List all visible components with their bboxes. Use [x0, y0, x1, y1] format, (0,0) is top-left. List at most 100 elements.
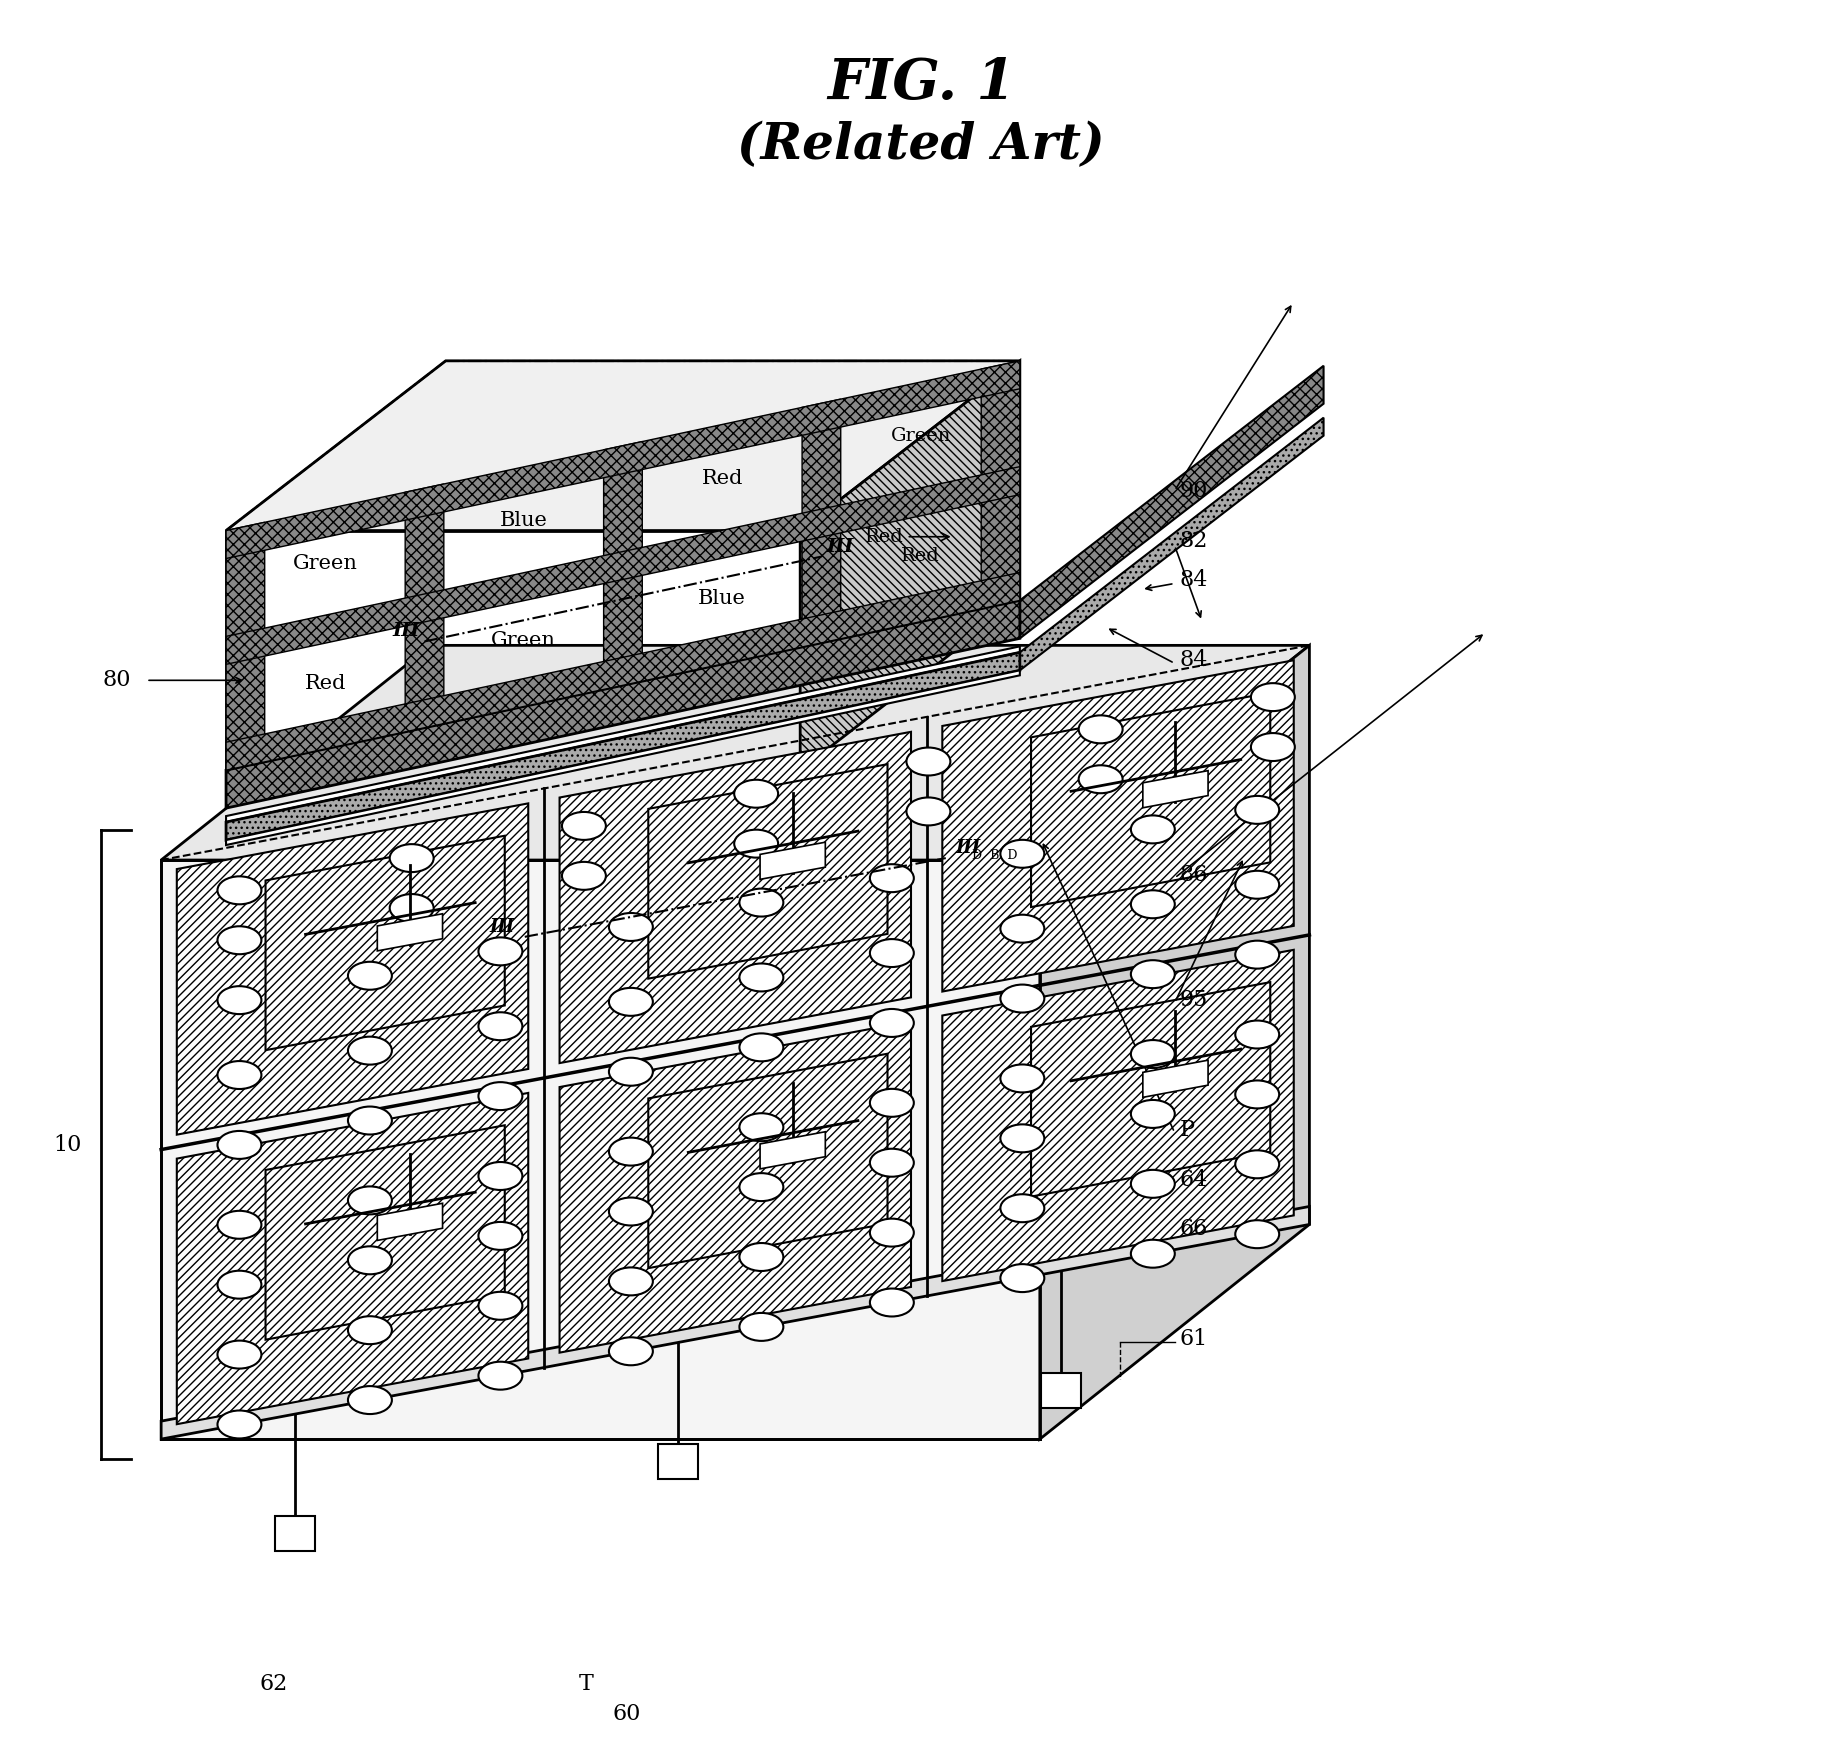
- Polygon shape: [265, 1125, 505, 1340]
- Text: 60: 60: [612, 1703, 641, 1726]
- Polygon shape: [1039, 646, 1309, 1438]
- Ellipse shape: [608, 1197, 652, 1225]
- Ellipse shape: [217, 1060, 262, 1088]
- Text: Red: Red: [901, 546, 940, 565]
- Ellipse shape: [870, 1010, 914, 1038]
- Ellipse shape: [608, 987, 652, 1015]
- Ellipse shape: [479, 938, 522, 966]
- Ellipse shape: [562, 812, 606, 840]
- Polygon shape: [1143, 1060, 1207, 1097]
- Ellipse shape: [739, 1113, 783, 1141]
- Text: III: III: [393, 623, 420, 640]
- Ellipse shape: [1235, 796, 1279, 824]
- Text: Green: Green: [293, 553, 358, 572]
- Text: III: III: [826, 537, 853, 555]
- Polygon shape: [649, 1054, 888, 1269]
- Polygon shape: [227, 670, 1019, 845]
- Ellipse shape: [608, 1138, 652, 1166]
- Ellipse shape: [1132, 1101, 1174, 1129]
- Polygon shape: [1143, 770, 1207, 808]
- Ellipse shape: [217, 1340, 262, 1368]
- Polygon shape: [227, 646, 1019, 822]
- Ellipse shape: [348, 963, 393, 990]
- Polygon shape: [160, 859, 1039, 1438]
- Ellipse shape: [739, 1172, 783, 1200]
- Text: (Related Art): (Related Art): [737, 121, 1104, 170]
- Ellipse shape: [1251, 682, 1296, 710]
- Polygon shape: [1019, 366, 1323, 639]
- Ellipse shape: [1078, 765, 1122, 793]
- Text: III: III: [957, 840, 980, 858]
- Ellipse shape: [1251, 733, 1296, 761]
- Ellipse shape: [739, 1312, 783, 1340]
- Polygon shape: [560, 732, 910, 1062]
- Polygon shape: [1030, 982, 1270, 1197]
- Ellipse shape: [1078, 716, 1122, 744]
- Polygon shape: [1019, 418, 1323, 670]
- Ellipse shape: [870, 940, 914, 968]
- Polygon shape: [759, 842, 826, 878]
- Polygon shape: [378, 1204, 442, 1241]
- Text: 66: 66: [1180, 1218, 1207, 1241]
- Ellipse shape: [217, 1270, 262, 1298]
- Polygon shape: [802, 399, 840, 648]
- Polygon shape: [1041, 1372, 1080, 1407]
- Text: III: III: [490, 917, 514, 936]
- Ellipse shape: [217, 926, 262, 954]
- Text: P: P: [1180, 1118, 1194, 1141]
- Polygon shape: [227, 600, 1019, 808]
- Ellipse shape: [348, 1036, 393, 1064]
- Polygon shape: [942, 950, 1294, 1281]
- Ellipse shape: [870, 864, 914, 892]
- Ellipse shape: [1001, 1064, 1045, 1092]
- Ellipse shape: [348, 1246, 393, 1274]
- Text: Green: Green: [890, 427, 951, 444]
- Text: 80: 80: [103, 668, 131, 691]
- Ellipse shape: [389, 844, 433, 872]
- Ellipse shape: [1235, 1150, 1279, 1178]
- Ellipse shape: [739, 1242, 783, 1270]
- Ellipse shape: [389, 894, 433, 922]
- Text: Red: Red: [304, 674, 346, 693]
- Text: 61: 61: [1180, 1328, 1207, 1351]
- Ellipse shape: [608, 1057, 652, 1085]
- Polygon shape: [160, 1206, 1309, 1438]
- Polygon shape: [560, 1022, 910, 1353]
- Polygon shape: [227, 360, 1019, 558]
- Ellipse shape: [1001, 985, 1045, 1013]
- Ellipse shape: [1132, 961, 1174, 989]
- Ellipse shape: [608, 914, 652, 942]
- Polygon shape: [759, 1132, 826, 1169]
- Polygon shape: [265, 836, 505, 1050]
- Ellipse shape: [608, 1337, 652, 1365]
- Polygon shape: [275, 1516, 315, 1550]
- Ellipse shape: [734, 830, 778, 858]
- Ellipse shape: [479, 1082, 522, 1110]
- Ellipse shape: [1132, 816, 1174, 843]
- Ellipse shape: [870, 1088, 914, 1116]
- Text: Green: Green: [492, 632, 557, 649]
- Polygon shape: [227, 653, 1019, 840]
- Polygon shape: [405, 485, 444, 732]
- Text: 95: 95: [1180, 989, 1207, 1011]
- Ellipse shape: [1235, 872, 1279, 900]
- Ellipse shape: [1001, 840, 1045, 868]
- Ellipse shape: [870, 1218, 914, 1246]
- Polygon shape: [227, 530, 800, 770]
- Ellipse shape: [562, 861, 606, 889]
- Ellipse shape: [348, 1316, 393, 1344]
- Ellipse shape: [739, 1032, 783, 1060]
- Ellipse shape: [907, 798, 951, 826]
- Polygon shape: [227, 522, 265, 770]
- Ellipse shape: [348, 1106, 393, 1134]
- Text: Blue: Blue: [698, 588, 746, 607]
- Text: 10: 10: [53, 1134, 81, 1155]
- Text: Red: Red: [864, 528, 949, 546]
- Ellipse shape: [1001, 1264, 1045, 1292]
- Ellipse shape: [1132, 1239, 1174, 1267]
- Text: D  B  D: D B D: [973, 849, 1017, 863]
- Polygon shape: [649, 765, 888, 978]
- Ellipse shape: [217, 1211, 262, 1239]
- Ellipse shape: [348, 1186, 393, 1214]
- Text: 84: 84: [1180, 649, 1207, 672]
